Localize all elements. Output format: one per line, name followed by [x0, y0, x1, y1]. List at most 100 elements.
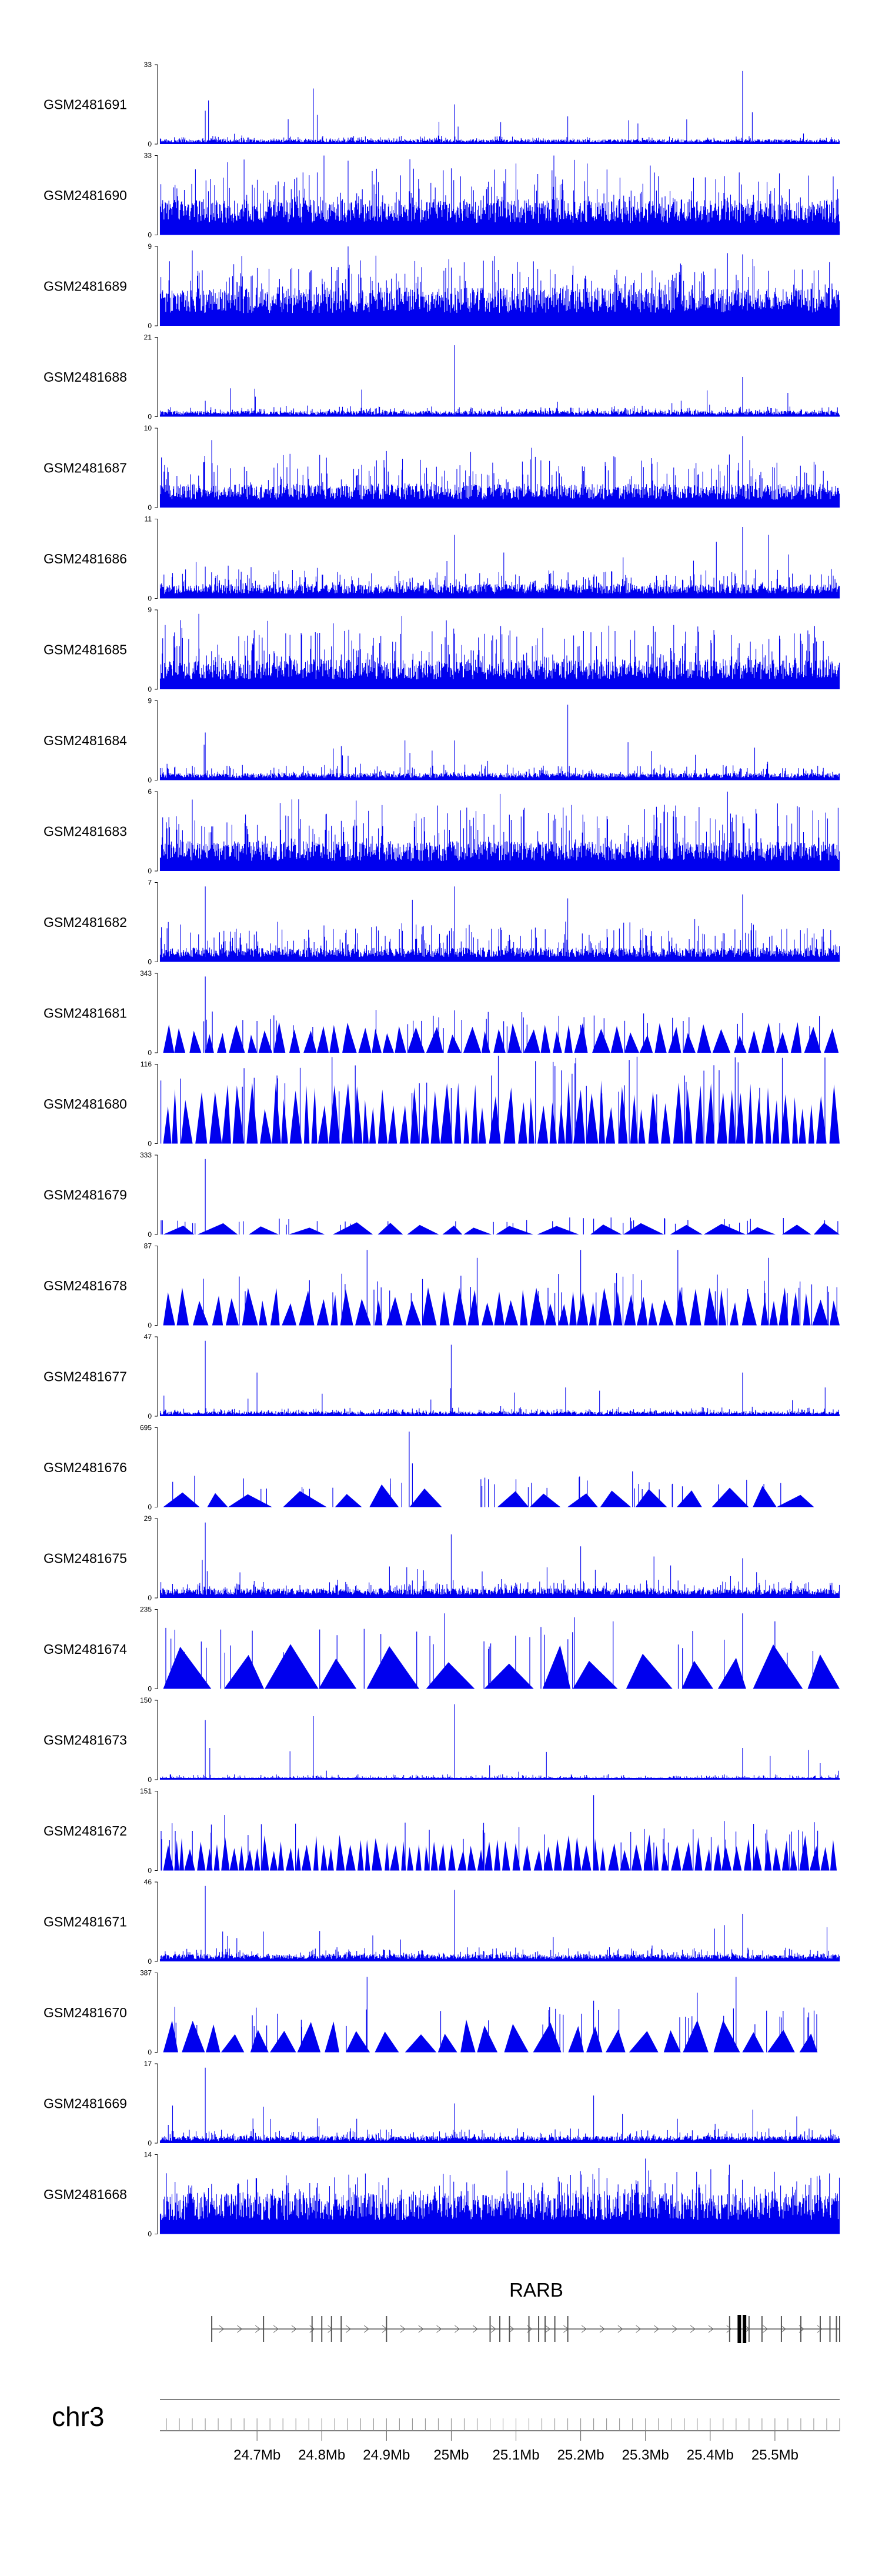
coverage-bars [159, 1704, 840, 1780]
coverage-bars [159, 246, 840, 326]
gene-exon [819, 2316, 821, 2342]
coverage-triangles [163, 2020, 818, 2053]
gene-exon [567, 2316, 569, 2342]
y-tick-label: 343 [140, 969, 152, 977]
coverage-floor [160, 1596, 840, 1598]
gene-exon [800, 2316, 801, 2342]
coverage-triangles [163, 1484, 814, 1507]
coverage-bars [159, 2067, 840, 2143]
gene-exon [499, 2316, 500, 2342]
y-tick-label: 116 [141, 1060, 152, 1069]
y-tick-label: 9 [148, 697, 152, 705]
track-GSM2481686: GSM2481686 11 0 [44, 515, 840, 603]
track-GSM2481670: GSM2481670 387 0 [44, 1969, 818, 2057]
coverage-floor [160, 415, 840, 417]
y-tick-label: 0 [148, 867, 152, 875]
coverage-floor [160, 682, 840, 689]
coverage-spikes [203, 1250, 837, 1326]
gene-exon [509, 2316, 510, 2342]
y-tick-label: 0 [148, 2230, 152, 2238]
track-label: GSM2481690 [44, 188, 127, 203]
gene-label: RARB [509, 2279, 563, 2301]
track-label: GSM2481679 [44, 1187, 127, 1203]
axis-tick-label: 25Mb [433, 2447, 469, 2463]
y-tick-label: 0 [148, 413, 152, 421]
track-GSM2481668: GSM2481668 14 0 [44, 2151, 840, 2238]
coverage-bars [159, 1886, 840, 1961]
y-tick-label: 0 [148, 1503, 152, 1511]
track-label: GSM2481686 [44, 551, 127, 566]
coverage-floor [160, 864, 840, 871]
track-label: GSM2481671 [44, 1914, 127, 1930]
track-label: GSM2481673 [44, 1733, 127, 1748]
y-tick-label: 0 [148, 1685, 152, 1693]
coverage-spikes [172, 1432, 781, 1507]
track-label: GSM2481687 [44, 461, 127, 476]
y-tick-label: 21 [144, 333, 152, 342]
track-GSM2481669: GSM2481669 17 0 [44, 2060, 840, 2147]
track-GSM2481680: GSM2481680 116 0 [44, 1056, 840, 1148]
track-label: GSM2481677 [44, 1369, 127, 1384]
chromosome-label: chr3 [52, 2401, 104, 2432]
coverage-floor [160, 316, 840, 326]
track-label: GSM2481668 [44, 2187, 127, 2202]
gene-exon [340, 2316, 342, 2342]
gene-exon [780, 2316, 782, 2342]
track-label: GSM2481681 [44, 1006, 127, 1021]
y-tick-label: 33 [144, 152, 152, 160]
gene-exon [538, 2316, 540, 2342]
y-tick-label: 0 [148, 1594, 152, 1602]
coverage-bars [159, 886, 840, 962]
axis-tick-label: 24.9Mb [363, 2447, 410, 2463]
coverage-spikes [165, 1613, 814, 1689]
genome-axis: chr3 24.7Mb 24.8Mb 24.9Mb 25Mb 25.1Mb 25.2Mb 2… [52, 2399, 840, 2463]
coverage-triangles [163, 1022, 839, 1053]
gene-exon [544, 2316, 546, 2342]
coverage-bars [159, 345, 840, 417]
gene-model-rarb [211, 2315, 840, 2343]
track-label: GSM2481691 [44, 97, 127, 112]
y-tick-label: 0 [148, 231, 152, 239]
coverage-spikes [203, 976, 820, 1053]
gene-exon [321, 2316, 323, 2342]
track-label: GSM2481675 [44, 1551, 127, 1566]
coverage-floor [160, 2141, 840, 2143]
y-tick-label: 9 [148, 606, 152, 614]
track-label: GSM2481680 [44, 1096, 127, 1112]
track-label: GSM2481674 [44, 1641, 127, 1657]
coverage-bars [159, 613, 840, 689]
track-GSM2481685: GSM2481685 9 0 [44, 606, 840, 693]
axis-tick-label: 25.2Mb [557, 2447, 604, 2463]
axis-tick-label: 25.4Mb [687, 2447, 734, 2463]
gene-exon [554, 2316, 556, 2342]
y-tick-label: 333 [140, 1151, 152, 1159]
y-tick-label: 29 [144, 1514, 152, 1523]
y-tick-label: 0 [148, 1049, 152, 1057]
coverage-spikes [161, 1159, 838, 1234]
coverage-floor [160, 1778, 840, 1780]
coverage-floor [160, 2224, 840, 2234]
y-tick-label: 0 [148, 776, 152, 785]
y-tick-label: 0 [148, 1140, 152, 1148]
track-GSM2481689: GSM2481689 9 0 [44, 242, 840, 330]
track-label: GSM2481676 [44, 1460, 127, 1475]
y-tick-label: 47 [144, 1333, 152, 1341]
coverage-triangles [163, 1834, 837, 1871]
gene-exon [311, 2316, 313, 2342]
coverage-floor [160, 1414, 840, 1416]
coverage-bars [159, 2158, 840, 2234]
coverage-floor [160, 226, 840, 235]
track-GSM2481683: GSM2481683 6 0 [44, 788, 840, 875]
gene-exon [829, 2316, 831, 2342]
gene-exon [737, 2315, 741, 2343]
y-tick-label: 9 [148, 242, 152, 251]
coverage-bars [159, 155, 840, 235]
gene-exon [839, 2316, 840, 2342]
track-GSM2481684: GSM2481684 9 0 [44, 697, 840, 785]
gene-exon [263, 2316, 265, 2342]
axis-tick-label: 24.7Mb [233, 2447, 280, 2463]
y-tick-label: 46 [144, 1878, 152, 1886]
track-GSM2481691: GSM2481691 33 0 [44, 61, 840, 148]
